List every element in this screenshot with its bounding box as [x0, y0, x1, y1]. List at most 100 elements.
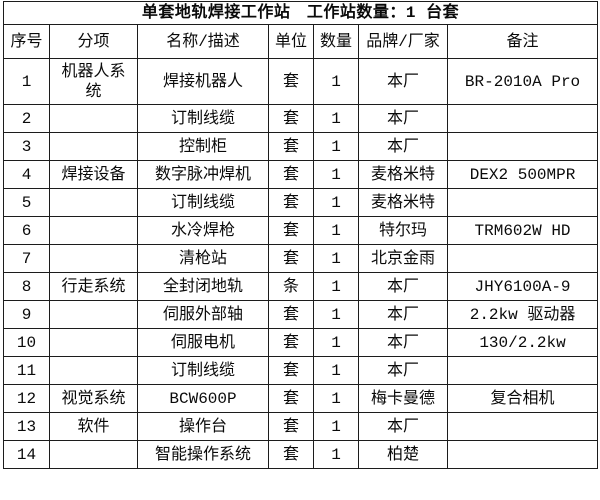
- table-cell: [49, 328, 138, 357]
- table-row: 7 清枪站套 1 北京金雨: [3, 244, 599, 273]
- table-row: 4 焊接设备 数字脉冲焊机套 1 麦格米特 DEX2 500MPR: [3, 160, 599, 189]
- table-body: 1 机器人系统 焊接机器人套 1 本厂 BR-2010A Pro 2 订制线缆套 1 本厂 3 控制柜…: [3, 58, 599, 469]
- table-cell: 1: [313, 216, 359, 245]
- table-row: 5 订制线缆套 1 麦格米特: [3, 188, 599, 217]
- column-header: 数量: [313, 24, 359, 59]
- spec-table: 单套地轨焊接工作站 工作站数量：1 台套 序号 分项 名称/描述 单位 数量 品牌/厂家备…: [2, 1, 599, 469]
- table-cell: 13: [3, 412, 50, 441]
- table-cell: 梅卡曼德: [358, 384, 448, 413]
- table-cell: 套: [268, 328, 314, 357]
- table-row: 13 软件 操作台套 1 本厂: [3, 412, 599, 441]
- table-cell: 订制线缆: [137, 188, 269, 217]
- table-cell: [49, 356, 138, 385]
- table-cell: 视觉系统: [49, 384, 138, 413]
- table-cell: 清枪站: [137, 244, 269, 273]
- table-cell: 套: [268, 216, 314, 245]
- table-cell: 智能操作系统: [137, 440, 269, 469]
- table-cell: 套: [268, 104, 314, 133]
- table-cell: 麦格米特: [358, 188, 448, 217]
- table-cell: [446, 132, 599, 161]
- column-header: 序号: [3, 24, 50, 59]
- column-header: 单位: [268, 24, 314, 59]
- table-cell: [49, 440, 138, 469]
- table-cell: 3: [3, 132, 50, 161]
- table-cell: 柏楚: [358, 440, 448, 469]
- table-cell: [446, 440, 599, 469]
- table-cell: 套: [268, 356, 314, 385]
- table-cell: 1: [313, 104, 359, 133]
- table-title-row: 单套地轨焊接工作站 工作站数量：1 台套: [2, 1, 599, 25]
- column-header: 品牌/厂家: [358, 24, 448, 59]
- table-cell: 1: [3, 58, 50, 105]
- table-cell: 软件: [49, 412, 138, 441]
- table-cell: 套: [268, 440, 314, 469]
- table-cell: BR-2010A Pro: [446, 58, 599, 105]
- table-cell: 北京金雨: [358, 244, 448, 273]
- table-cell: [49, 216, 138, 245]
- table-cell: 焊接机器人: [137, 58, 269, 105]
- table-cell: 8: [3, 272, 50, 301]
- table-cell: [49, 300, 138, 329]
- table-cell: 12: [3, 384, 50, 413]
- table-cell: [446, 104, 599, 133]
- table-cell: 1: [313, 160, 359, 189]
- table-cell: [446, 356, 599, 385]
- table-cell: 数字脉冲焊机: [137, 160, 269, 189]
- table-row: 8 行走系统 全封闭地轨条 1 本厂 JHY6100A-9: [3, 272, 599, 301]
- table-cell: 本厂: [358, 104, 448, 133]
- table-cell: [446, 244, 599, 273]
- table-cell: 控制柜: [137, 132, 269, 161]
- table-cell: 操作台: [137, 412, 269, 441]
- table-cell: 7: [3, 244, 50, 273]
- column-header: 备注: [446, 24, 599, 59]
- table-cell: [446, 188, 599, 217]
- table-cell: 1: [313, 412, 359, 441]
- table-cell: TRM602W HD: [446, 216, 599, 245]
- table-cell: 130/2.2kw: [446, 328, 599, 357]
- table-cell: 套: [268, 412, 314, 441]
- table-cell: 水冷焊枪: [137, 216, 269, 245]
- table-title: 单套地轨焊接工作站 工作站数量：1 台套: [2, 1, 599, 25]
- table-row: 11 订制线缆套 1 本厂: [3, 356, 599, 385]
- table-cell: 1: [313, 272, 359, 301]
- table-cell: 本厂: [358, 272, 448, 301]
- table-cell: 全封闭地轨: [137, 272, 269, 301]
- table-cell: [49, 188, 138, 217]
- table-header-row: 序号 分项 名称/描述 单位 数量 品牌/厂家 备注: [3, 24, 599, 59]
- table-cell: 本厂: [358, 300, 448, 329]
- table-cell: 4: [3, 160, 50, 189]
- table-cell: DEX2 500MPR: [446, 160, 599, 189]
- table-cell: 订制线缆: [137, 356, 269, 385]
- column-header: 分项: [49, 24, 138, 59]
- table-cell: 复合相机: [446, 384, 599, 413]
- table-cell: 10: [3, 328, 50, 357]
- table-cell: 2: [3, 104, 50, 133]
- table-cell: 套: [268, 160, 314, 189]
- table-cell: 1: [313, 58, 359, 105]
- table-cell: 机器人系统: [49, 58, 138, 105]
- table-cell: 本厂: [358, 412, 448, 441]
- table-row: 2 订制线缆套 1 本厂: [3, 104, 599, 133]
- table-cell: [49, 104, 138, 133]
- table-row: 14 智能操作系统套 1 柏楚: [3, 440, 599, 469]
- table-row: 12 视觉系统 BCW600P 套 1 梅卡曼德 复合相机: [3, 384, 599, 413]
- table-row: 1 机器人系统 焊接机器人套 1 本厂 BR-2010A Pro: [3, 58, 599, 105]
- table-cell: [49, 132, 138, 161]
- table-cell: 本厂: [358, 58, 448, 105]
- table-cell: 1: [313, 384, 359, 413]
- table-cell: 行走系统: [49, 272, 138, 301]
- table-cell: 麦格米特: [358, 160, 448, 189]
- table-cell: 伺服电机: [137, 328, 269, 357]
- table-cell: 焊接设备: [49, 160, 138, 189]
- table-cell: 1: [313, 440, 359, 469]
- table-cell: 5: [3, 188, 50, 217]
- table-cell: [446, 412, 599, 441]
- table-cell: 特尔玛: [358, 216, 448, 245]
- table-cell: 本厂: [358, 132, 448, 161]
- table-cell: 1: [313, 300, 359, 329]
- table-cell: 1: [313, 356, 359, 385]
- table-cell: 1: [313, 244, 359, 273]
- table-cell: BCW600P: [137, 384, 269, 413]
- table-cell: JHY6100A-9: [446, 272, 599, 301]
